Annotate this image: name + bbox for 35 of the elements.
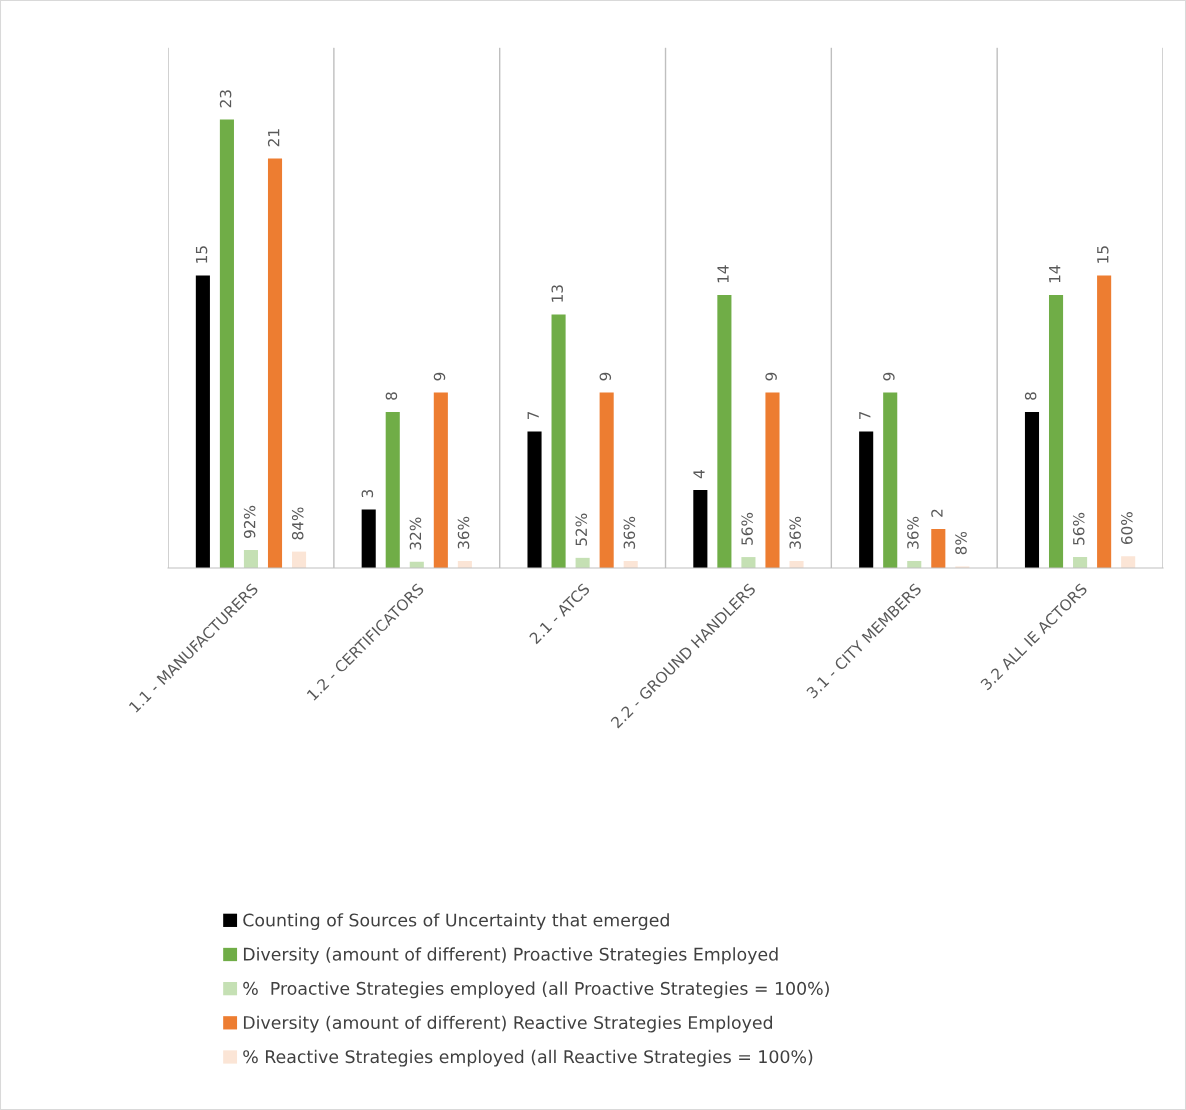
data-label: 92% bbox=[243, 505, 256, 538]
data-label: 8% bbox=[955, 531, 967, 555]
data-label: 9 bbox=[599, 372, 612, 381]
data-label: 23 bbox=[219, 90, 232, 108]
data-label: 36% bbox=[457, 516, 470, 549]
data-label: 32% bbox=[409, 517, 422, 550]
data-label: 14 bbox=[1049, 265, 1061, 283]
data-label: 9 bbox=[883, 372, 895, 381]
legend-label: % Proactive Strategies employed (all Proactive Strategies = 100%) bbox=[243, 981, 829, 999]
legend-label: % Reactive Strategies employed (all Reactive Strategies = 100%) bbox=[243, 1049, 813, 1067]
data-label: 15 bbox=[195, 246, 208, 263]
data-label: 52% bbox=[575, 513, 588, 546]
data-label: 60% bbox=[1121, 512, 1133, 545]
data-label: 9 bbox=[765, 372, 777, 381]
data-label: 7 bbox=[859, 411, 871, 420]
data-label: 4 bbox=[693, 470, 705, 479]
data-label: 8 bbox=[1024, 392, 1037, 400]
data-label: 15 bbox=[1097, 246, 1109, 263]
data-label: 56% bbox=[1072, 512, 1085, 545]
data-label: 14 bbox=[717, 265, 729, 283]
data-label: 3 bbox=[361, 489, 374, 498]
data-label: 36% bbox=[789, 516, 801, 549]
data-label: 13 bbox=[551, 285, 563, 302]
data-label: 9 bbox=[433, 372, 446, 381]
data-label: 36% bbox=[623, 516, 636, 549]
data-label: 8 bbox=[385, 392, 398, 400]
data-label: 7 bbox=[527, 411, 539, 420]
data-label: 21 bbox=[267, 129, 280, 147]
legend-label: Diversity (amount of different) Reactive Strategies Employed bbox=[243, 1015, 773, 1033]
data-label: 56% bbox=[741, 512, 753, 545]
data-label: 36% bbox=[907, 516, 919, 549]
legend-label: Counting of Sources of Uncertainty that emerged bbox=[243, 913, 669, 930]
data-label: 2 bbox=[931, 509, 943, 517]
legend-label: Diversity (amount of different) Proactive Strategies Employed bbox=[243, 947, 778, 965]
data-label: 84% bbox=[291, 507, 304, 540]
